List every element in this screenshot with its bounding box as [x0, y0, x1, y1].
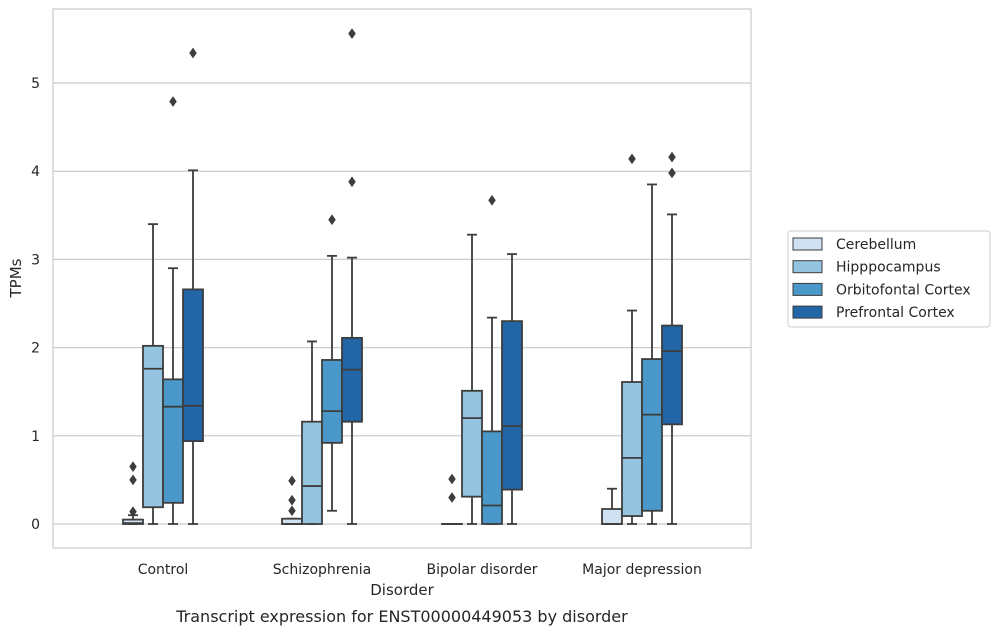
box-3-2: [501, 253, 523, 525]
outlier-point: [488, 194, 496, 206]
outlier-point: [448, 473, 456, 485]
legend-frame: [787, 230, 991, 328]
y-tick-label-2: 2: [31, 341, 40, 357]
legend-swatch-2: [792, 282, 823, 296]
box-body: [162, 378, 184, 504]
outlier-point: [328, 214, 336, 226]
box-body: [661, 324, 683, 426]
box-3-0: [182, 47, 204, 525]
x-tick-label-0: Control: [138, 562, 189, 578]
legend-items: Cerebellum Hipppocampus Orbitofontal Corte…: [792, 237, 971, 321]
box-body: [461, 389, 483, 498]
box-0-2: [441, 473, 463, 525]
outlier-point: [129, 506, 137, 518]
outlier-point: [288, 494, 296, 506]
box-0-1: [281, 475, 303, 525]
outlier-point: [288, 475, 296, 487]
box-0-0: [122, 461, 144, 525]
box-1-0: [142, 223, 164, 525]
legend-label-0: Cerebellum: [836, 237, 916, 253]
box-3-1: [341, 28, 363, 525]
x-tick-label-3: Major depression: [582, 562, 702, 578]
box-body: [601, 508, 623, 525]
legend-swatch-3: [792, 305, 823, 319]
outlier-point: [288, 505, 296, 517]
outlier-point: [448, 492, 456, 503]
x-tick-labels: Control Schizophrenia Bipolar disorder Majo…: [138, 562, 702, 578]
box-1-2: [461, 233, 483, 525]
box-0-3: [601, 487, 623, 525]
y-tick-label-3: 3: [31, 252, 40, 268]
outlier-point: [169, 96, 177, 107]
box-body: [501, 320, 523, 491]
box-1-1: [301, 340, 323, 525]
legend-label-1: Hipppocampus: [836, 260, 941, 276]
outlier-point: [189, 47, 197, 59]
plot-frame: [52, 8, 752, 549]
outlier-point: [129, 474, 137, 486]
box-body: [301, 420, 323, 525]
x-tick-label-1: Schizophrenia: [273, 562, 371, 578]
x-tick-label-2: Bipolar disorder: [426, 562, 537, 578]
box-2-3: [641, 183, 663, 525]
box-series: [122, 28, 683, 525]
legend: Cerebellum Hipppocampus Orbitofontal Corte…: [787, 230, 991, 328]
y-tick-labels: 0 1 2 3 4 5: [31, 76, 40, 533]
y-tick-label-5: 5: [31, 76, 40, 92]
box-body: [321, 359, 343, 444]
legend-swatch-0: [792, 237, 823, 251]
box-body: [621, 381, 643, 517]
outlier-point: [668, 167, 676, 179]
box-2-1: [321, 214, 343, 512]
y-axis-label: TPMs: [7, 258, 25, 298]
box-body: [641, 358, 663, 512]
x-axis-label: Disorder: [370, 581, 434, 599]
chart-caption: Transcript expression for ENST0000044905…: [175, 607, 628, 626]
outlier-point: [668, 151, 676, 163]
outlier-point: [628, 153, 636, 165]
outlier-point: [348, 176, 356, 188]
outlier-point: [129, 461, 137, 473]
y-tick-label-0: 0: [31, 517, 40, 533]
legend-label-2: Orbitofontal Cortex: [836, 282, 971, 298]
box-body: [142, 344, 164, 509]
legend-label-3: Prefrontal Cortex: [836, 305, 955, 321]
box-body: [182, 288, 204, 442]
box-body: [341, 336, 363, 423]
y-tick-label-1: 1: [31, 429, 40, 445]
box-3-3: [661, 151, 683, 525]
outlier-point: [348, 28, 356, 40]
y-tick-label-4: 4: [31, 164, 40, 180]
box-2-0: [162, 96, 184, 525]
box-body: [481, 430, 503, 525]
legend-swatch-1: [792, 260, 823, 274]
